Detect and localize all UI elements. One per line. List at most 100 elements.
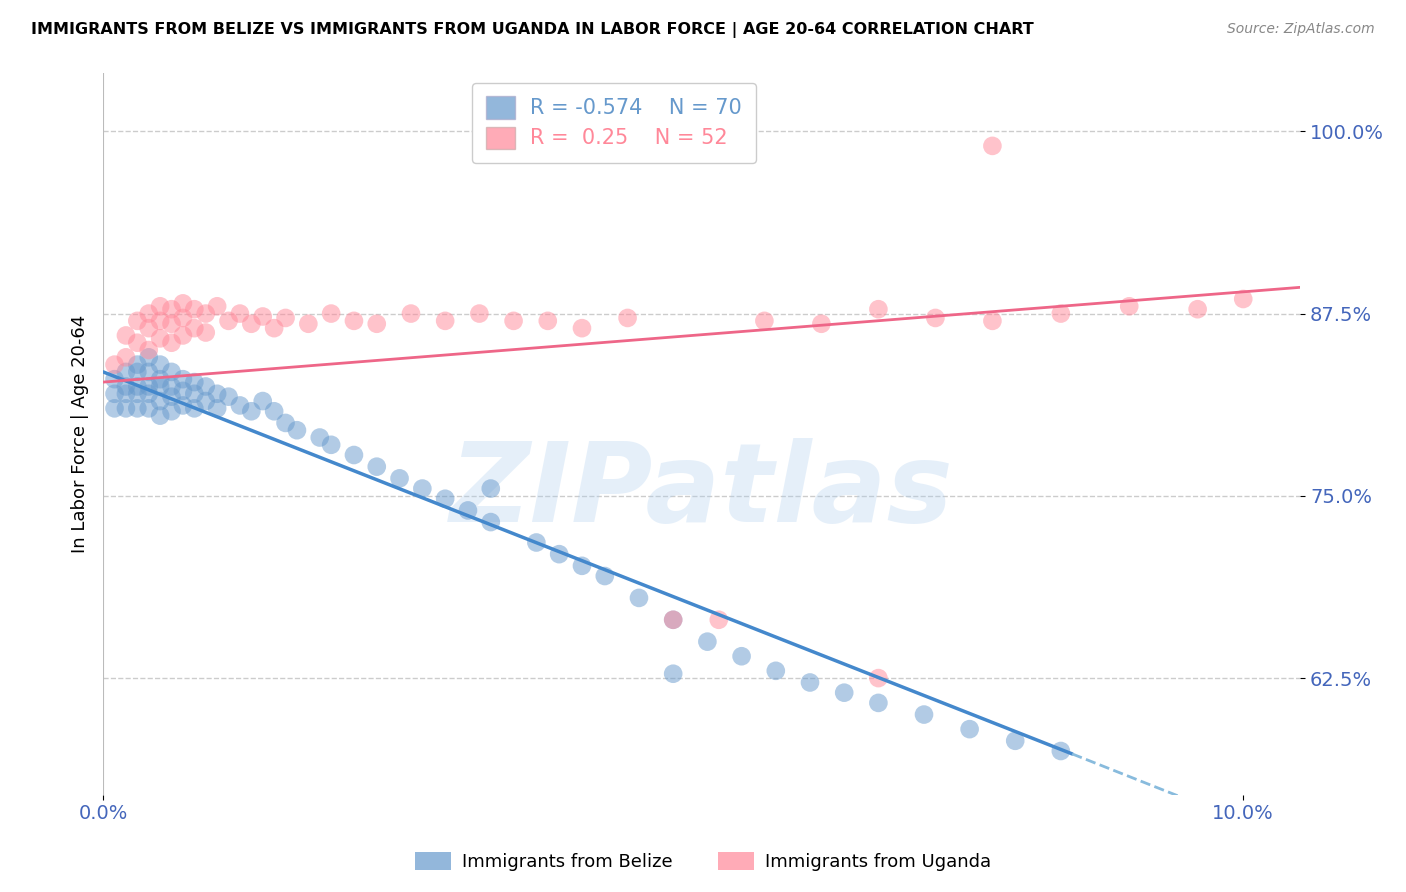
Point [172, 310, 194, 325]
Point [263, 321, 285, 335]
Point [194, 379, 217, 393]
Point [138, 307, 160, 321]
Point [115, 351, 138, 365]
Point [115, 386, 138, 401]
Point [912, 707, 935, 722]
Point [434, 314, 457, 328]
Point [127, 386, 149, 401]
Point [183, 401, 205, 416]
Point [274, 416, 297, 430]
Point [172, 328, 194, 343]
Point [127, 358, 149, 372]
Point [127, 401, 149, 416]
Point [205, 401, 228, 416]
Point [149, 409, 172, 423]
Point [868, 696, 890, 710]
Point [115, 365, 138, 379]
Point [399, 307, 422, 321]
Point [696, 634, 718, 648]
Point [662, 613, 685, 627]
Point [321, 307, 343, 321]
Point [160, 365, 183, 379]
Point [388, 471, 411, 485]
Point [149, 314, 172, 328]
Point [616, 310, 638, 325]
Point [115, 379, 138, 393]
Point [138, 351, 160, 365]
Point [321, 438, 343, 452]
Point [160, 302, 183, 317]
Point [127, 365, 149, 379]
Point [183, 302, 205, 317]
Point [868, 302, 890, 317]
Point [172, 384, 194, 398]
Point [662, 666, 685, 681]
Point [160, 317, 183, 331]
Point [149, 299, 172, 313]
Point [1049, 744, 1071, 758]
Point [218, 390, 240, 404]
Point [103, 386, 125, 401]
Point [149, 379, 172, 393]
Point [172, 399, 194, 413]
Point [172, 372, 194, 386]
Y-axis label: In Labor Force | Age 20-64: In Labor Force | Age 20-64 [72, 315, 89, 553]
Point [730, 649, 752, 664]
Point [1004, 734, 1026, 748]
Point [1187, 302, 1209, 317]
Point [127, 335, 149, 350]
Text: Source: ZipAtlas.com: Source: ZipAtlas.com [1227, 22, 1375, 37]
Point [103, 401, 125, 416]
Point [138, 379, 160, 393]
Point [343, 448, 366, 462]
Point [138, 365, 160, 379]
Point [194, 394, 217, 409]
Point [571, 558, 593, 573]
Point [524, 535, 547, 549]
Point [115, 401, 138, 416]
Point [172, 296, 194, 310]
Point [285, 423, 308, 437]
Point [297, 317, 319, 331]
Point [138, 343, 160, 357]
Point [981, 139, 1004, 153]
Point [229, 399, 252, 413]
Point [981, 314, 1004, 328]
Text: IMMIGRANTS FROM BELIZE VS IMMIGRANTS FROM UGANDA IN LABOR FORCE | AGE 20-64 CORR: IMMIGRANTS FROM BELIZE VS IMMIGRANTS FRO… [31, 22, 1033, 38]
Legend: R = -0.574    N = 70, R =  0.25    N = 52: R = -0.574 N = 70, R = 0.25 N = 52 [472, 83, 755, 162]
Point [1049, 307, 1071, 321]
Point [366, 317, 388, 331]
Point [411, 482, 433, 496]
Point [183, 386, 205, 401]
Point [263, 404, 285, 418]
Point [149, 394, 172, 409]
Point [662, 613, 685, 627]
Point [308, 430, 330, 444]
Point [205, 386, 228, 401]
Point [434, 491, 457, 506]
Legend: Immigrants from Belize, Immigrants from Uganda: Immigrants from Belize, Immigrants from … [408, 845, 998, 879]
Text: ZIPatlas: ZIPatlas [450, 438, 953, 545]
Point [183, 375, 205, 389]
Point [754, 314, 776, 328]
Point [138, 386, 160, 401]
Point [127, 314, 149, 328]
Point [138, 321, 160, 335]
Point [502, 314, 524, 328]
Point [160, 390, 183, 404]
Point [832, 686, 855, 700]
Point [924, 310, 946, 325]
Point [149, 358, 172, 372]
Point [479, 515, 502, 529]
Point [366, 459, 388, 474]
Point [627, 591, 650, 605]
Point [1118, 299, 1140, 313]
Point [240, 317, 263, 331]
Point [160, 335, 183, 350]
Point [103, 358, 125, 372]
Point [537, 314, 560, 328]
Point [149, 331, 172, 345]
Point [707, 613, 730, 627]
Point [571, 321, 593, 335]
Point [205, 299, 228, 313]
